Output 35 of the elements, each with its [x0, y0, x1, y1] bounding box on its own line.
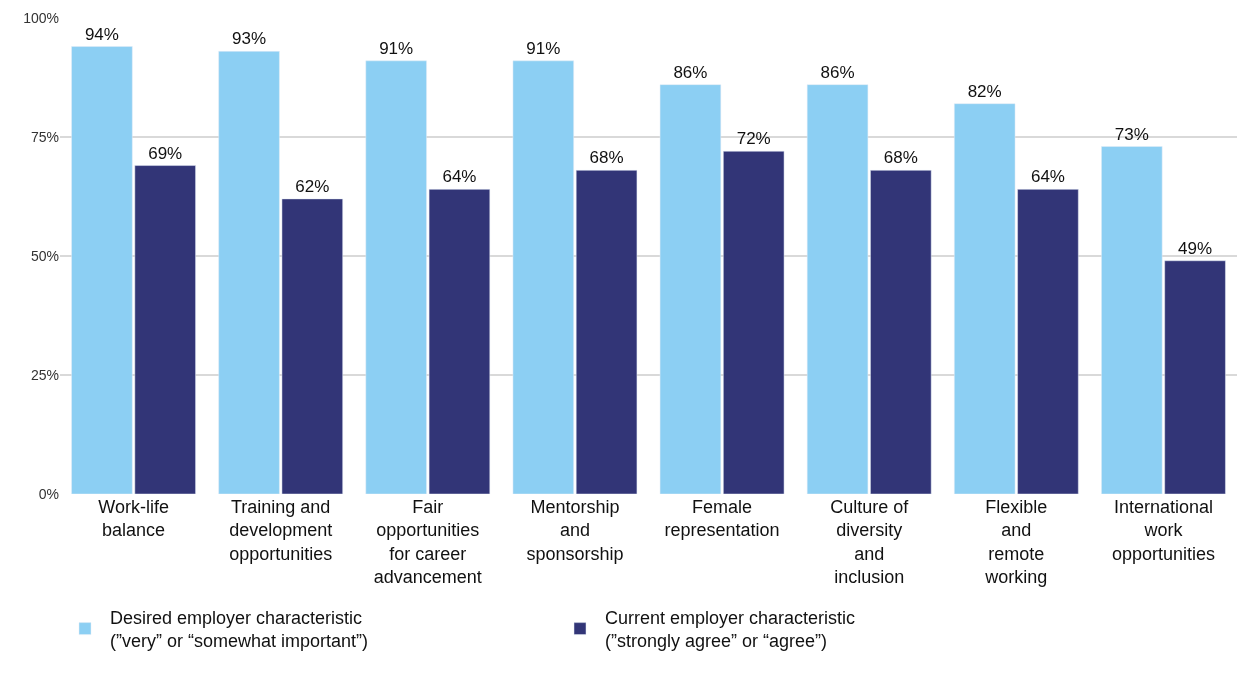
legend-label: Desired employer characteristic (”very” or “somewhat important”) — [110, 607, 369, 652]
data-label: 73% — [1114, 124, 1149, 144]
data-label: 86% — [820, 62, 855, 82]
bar — [575, 170, 638, 494]
y-tick-label: 75% — [30, 128, 59, 145]
y-tick-label: 0% — [38, 485, 59, 502]
x-tick-label: Female representation — [664, 497, 780, 541]
legend-label: Current employer characteristic (”strongly agree” or “agree”) — [605, 607, 856, 652]
x-tick-label: Fair opportunities for career advancement — [373, 497, 482, 588]
x-tick-label: Mentorship and sponsorship — [526, 497, 624, 564]
bar — [659, 84, 722, 494]
data-label: 62% — [295, 176, 330, 196]
data-label: 82% — [967, 81, 1002, 101]
x-tick-label: Training and development opportunities — [229, 497, 333, 564]
data-label: 91% — [526, 38, 561, 58]
data-label: 64% — [442, 167, 477, 187]
data-label: 68% — [883, 148, 918, 168]
data-label: 64% — [1030, 167, 1065, 187]
y-tick-label: 100% — [23, 9, 59, 26]
y-tick-label: 25% — [30, 366, 59, 383]
x-tick-label: Culture of diversity and inclusion — [830, 497, 910, 588]
data-label: 72% — [736, 129, 771, 149]
data-label: 91% — [379, 38, 414, 58]
data-label: 94% — [84, 24, 119, 44]
data-label: 49% — [1178, 238, 1213, 258]
data-label: 68% — [589, 148, 624, 168]
x-tick-label: Work-life balance — [98, 497, 169, 541]
data-label: 93% — [232, 29, 267, 49]
bar — [512, 60, 574, 494]
x-tick-label: Flexible and remote working — [984, 497, 1048, 588]
data-label: 86% — [673, 62, 708, 82]
bar — [723, 151, 785, 494]
x-tick-label: International work opportunities — [1111, 497, 1215, 564]
y-tick-label: 50% — [30, 247, 59, 264]
data-label: 69% — [148, 143, 183, 163]
